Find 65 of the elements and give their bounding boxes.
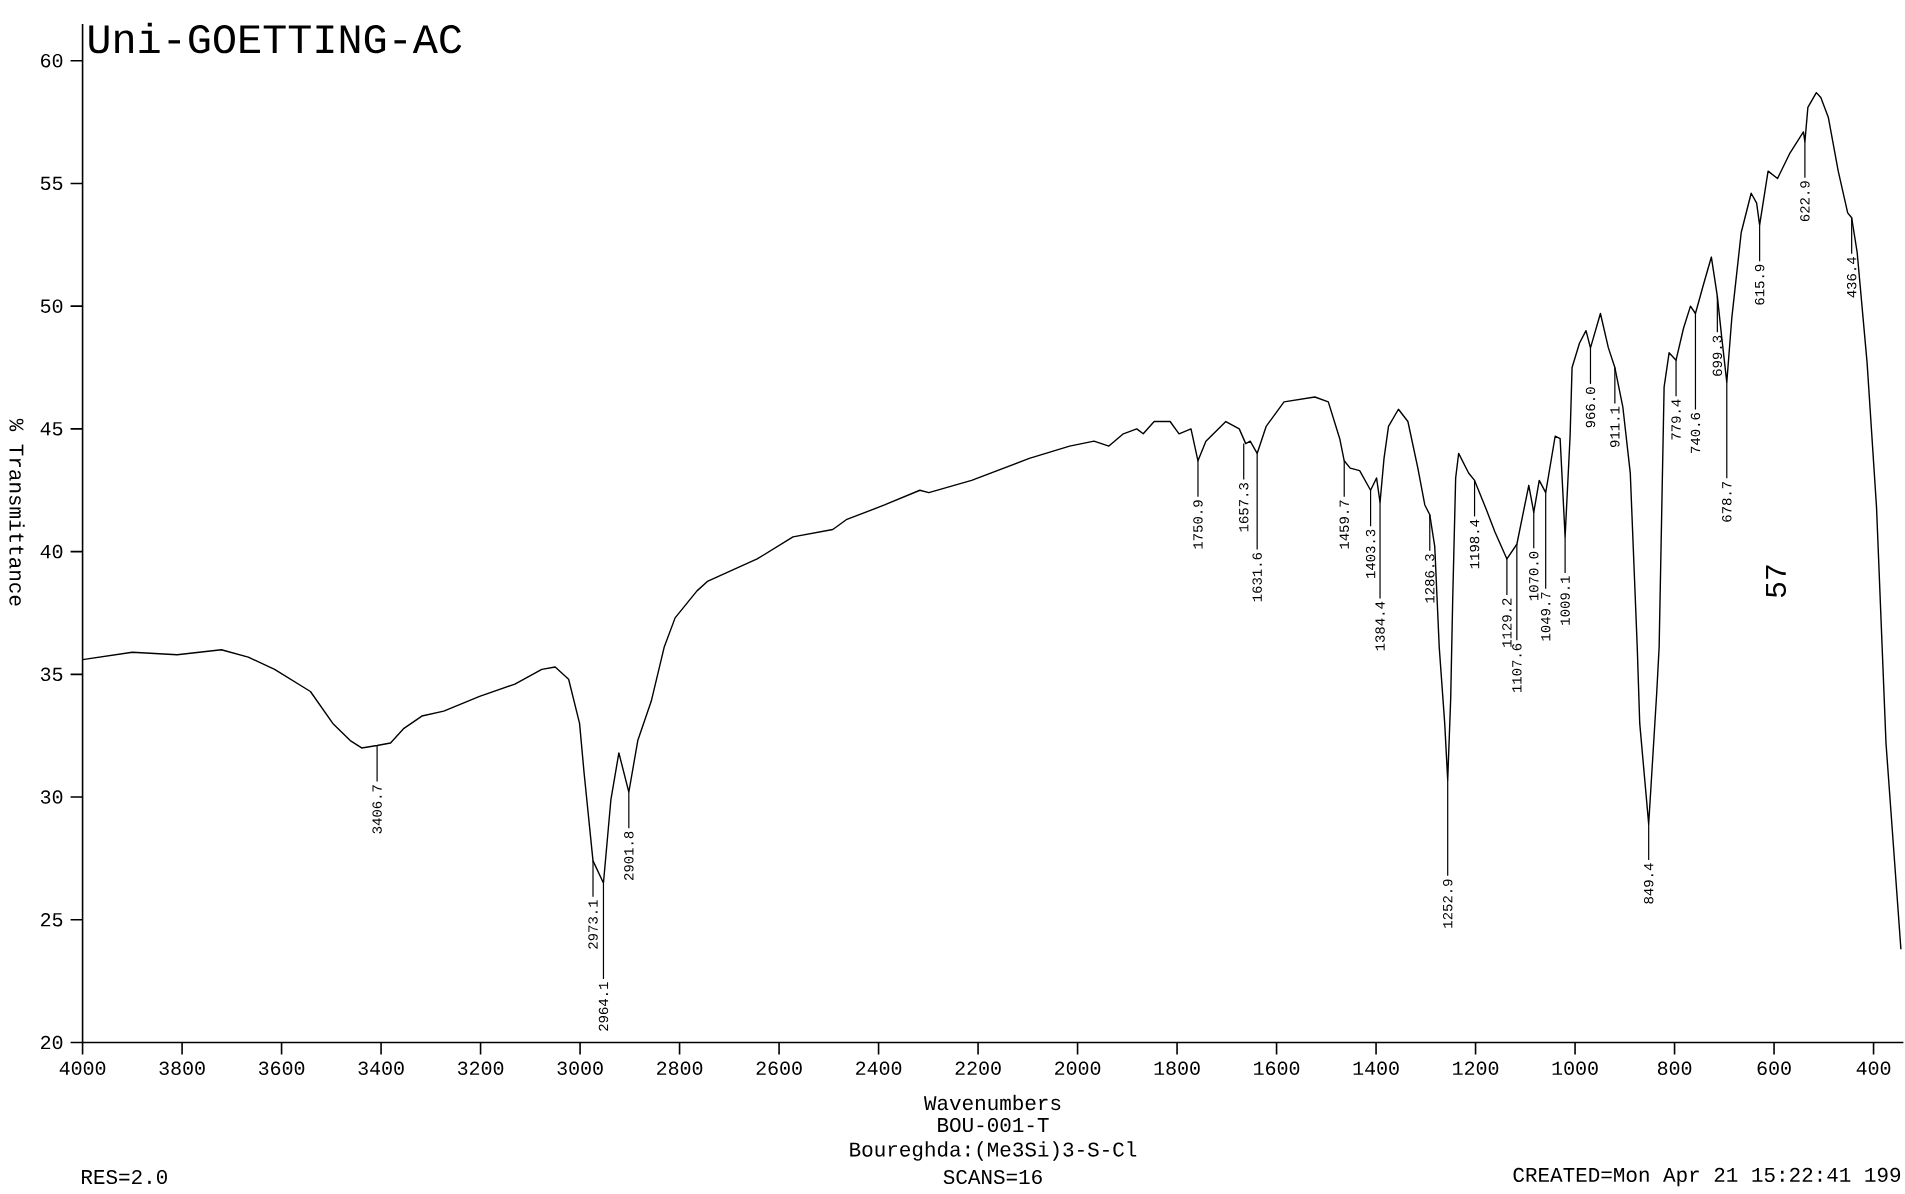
x-tick-label: 1800 xyxy=(1154,1061,1200,1076)
x-tick-label: 1400 xyxy=(1353,1061,1399,1076)
x-axis-title: Wavenumbers xyxy=(923,1094,1061,1111)
annotation: 2973.1 xyxy=(588,900,598,949)
annotation: 2964.1 xyxy=(598,982,609,1031)
annotation: 740.6 xyxy=(1690,413,1701,453)
x-tick-label: 2000 xyxy=(1055,1061,1101,1076)
x-tick-label: 3000 xyxy=(557,1061,603,1076)
y-axis-title: % Transmittance xyxy=(9,418,25,606)
annotation: 1750.9 xyxy=(1193,500,1203,549)
chart-title: Uni-GOETTING-AC xyxy=(89,22,462,54)
text: BOU-001-T xyxy=(938,1117,1049,1133)
x-tick-label: 4000 xyxy=(59,1061,106,1076)
x-tick-label: 3400 xyxy=(358,1061,404,1076)
annotation: 1384.4 xyxy=(1375,601,1385,651)
x-tick-label: 2600 xyxy=(756,1061,802,1076)
x-tick-label: 400 xyxy=(1856,1061,1891,1076)
y-tick-label: 40 xyxy=(40,544,63,559)
x-tick-label: 3200 xyxy=(457,1061,504,1076)
annotation: 57 xyxy=(1766,565,1786,598)
annotation: 3406.7 xyxy=(372,785,382,834)
y-tick-label: 45 xyxy=(40,422,63,436)
x-tick-label: 3800 xyxy=(159,1061,205,1076)
annotation: 849.4 xyxy=(1643,863,1654,904)
annotation: 1286.3 xyxy=(1425,554,1435,603)
y-tick-label: 55 xyxy=(40,176,63,191)
x-tick-label: 600 xyxy=(1757,1061,1791,1076)
annotation: 1049.7 xyxy=(1540,592,1551,641)
annotation: 699.3 xyxy=(1712,335,1723,376)
annotation: 1009.1 xyxy=(1560,576,1570,625)
text: SCANS=16 xyxy=(943,1169,1042,1185)
annotation: 1657.3 xyxy=(1239,483,1249,532)
annotation: 2901.8 xyxy=(624,831,634,880)
x-tick-label: 1200 xyxy=(1453,1061,1499,1076)
text: RES=2.0 xyxy=(82,1169,167,1185)
annotation: 1403.3 xyxy=(1365,529,1376,579)
x-tick-label: 800 xyxy=(1657,1061,1692,1076)
x-tick-label: 3600 xyxy=(258,1061,305,1076)
x-tick-label: 2400 xyxy=(856,1061,902,1076)
text: CREATED=Mon Apr 21 15:22:41 199 xyxy=(1513,1167,1901,1187)
annotation: 622.9 xyxy=(1800,181,1810,222)
x-tick-label: 2200 xyxy=(955,1061,1001,1076)
y-tick-label: 35 xyxy=(40,667,63,682)
text: Boureghda:(Me3Si)3-S-Cl xyxy=(850,1141,1137,1161)
annotation: 678.7 xyxy=(1722,481,1732,522)
annotation: 1198.4 xyxy=(1469,519,1480,569)
x-tick-label: 1600 xyxy=(1254,1061,1300,1076)
x-tick-label: 1000 xyxy=(1552,1061,1598,1076)
annotation: 615.9 xyxy=(1754,264,1765,305)
y-tick-label: 20 xyxy=(41,1035,63,1050)
y-tick-label: 60 xyxy=(41,53,63,68)
annotation: 966.0 xyxy=(1585,387,1596,428)
x-tick-label: 2800 xyxy=(657,1061,703,1076)
annotation: 1107.6 xyxy=(1512,643,1522,693)
annotation: 1070.0 xyxy=(1529,551,1539,601)
annotation: 1631.6 xyxy=(1252,552,1262,602)
annotation: 911.1 xyxy=(1610,406,1620,447)
annotation: 779.4 xyxy=(1671,399,1681,440)
annotation: 1129.2 xyxy=(1502,598,1512,647)
y-tick-label: 50 xyxy=(40,299,63,313)
y-tick-label: 25 xyxy=(41,913,63,927)
annotation: 1252.9 xyxy=(1442,879,1453,928)
annotation: 1459.7 xyxy=(1339,500,1349,549)
annotation: 436.4 xyxy=(1846,257,1857,298)
y-tick-label: 30 xyxy=(40,790,63,804)
